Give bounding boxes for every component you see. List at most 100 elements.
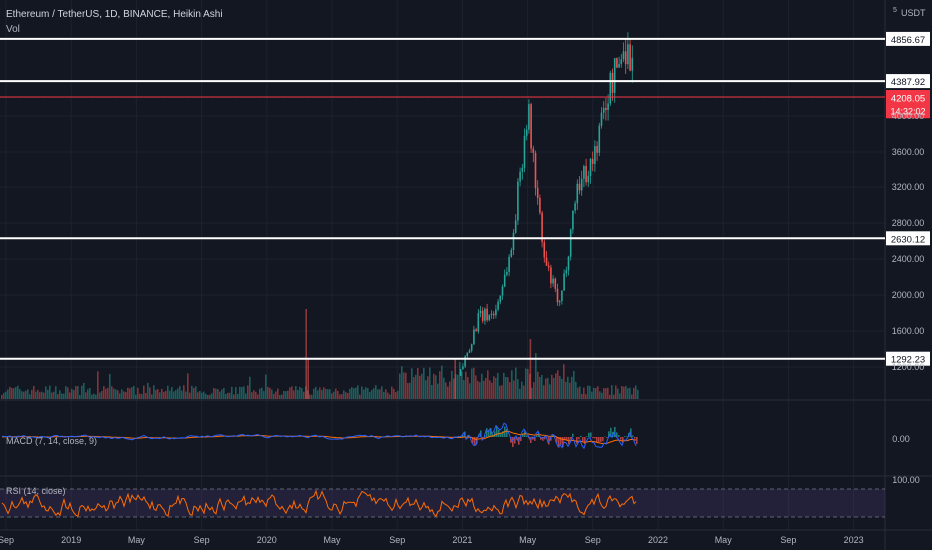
price-candle	[514, 220, 517, 233]
macd-histogram-bar	[576, 437, 578, 444]
price-candle	[611, 72, 614, 93]
volume-legend[interactable]: Vol	[6, 24, 20, 35]
volume-bar	[213, 388, 215, 399]
volume-bar	[219, 391, 221, 399]
volume-bar	[63, 393, 65, 399]
volume-bar	[545, 378, 547, 399]
volume-bar	[417, 367, 419, 399]
price-candle	[600, 112, 603, 126]
macd-histogram-bar	[536, 435, 538, 437]
currency-label[interactable]: USDT	[901, 8, 926, 18]
volume-bar	[335, 388, 337, 399]
volume-bar	[279, 394, 281, 399]
price-candle	[583, 166, 585, 179]
volume-bar	[325, 388, 327, 399]
volume-bar	[257, 394, 259, 399]
price-candle	[609, 72, 612, 104]
volume-bar	[249, 376, 251, 399]
horizontal-levels[interactable]: 4856.674387.924211.132630.121292.234208.…	[0, 31, 930, 366]
price-candle	[607, 103, 609, 111]
price-candle	[613, 58, 616, 93]
price-candle	[466, 352, 469, 357]
volume-bars	[1, 309, 639, 399]
volume-bar	[271, 389, 273, 399]
countdown-label: 14:32:02	[890, 106, 925, 116]
volume-bar	[463, 380, 465, 399]
volume-bar	[419, 375, 421, 399]
volume-bar	[467, 377, 469, 399]
volume-bar	[17, 385, 19, 399]
y-tick-label: 1200.00	[892, 362, 925, 372]
volume-bar	[631, 394, 633, 399]
price-candle	[475, 329, 477, 332]
x-tick-label: May	[323, 535, 341, 545]
price-candle	[497, 301, 499, 310]
volume-bar	[487, 370, 489, 399]
macd-histogram-bar	[570, 437, 572, 440]
volume-bar	[597, 386, 599, 399]
volume-bar	[217, 389, 219, 399]
price-candle	[499, 295, 502, 302]
macd-legend[interactable]: MACD (7, 14, close, 9)	[6, 436, 97, 446]
volume-bar	[105, 388, 107, 399]
macd-tick-label: 0.00	[892, 434, 910, 444]
price-candle	[530, 104, 532, 149]
volume-bar	[459, 361, 461, 399]
price-candle	[534, 152, 537, 189]
volume-bar	[265, 374, 267, 399]
volume-bar	[39, 392, 41, 399]
volume-bar	[299, 386, 301, 399]
volume-bar	[435, 375, 437, 399]
price-candle	[589, 158, 592, 176]
y-tick-label: 2400.00	[892, 254, 925, 264]
volume-bar	[205, 393, 207, 399]
volume-bar	[303, 391, 305, 399]
y-tick-label: 2000.00	[892, 290, 925, 300]
volume-bar	[505, 376, 507, 399]
macd-histogram-bar	[602, 437, 604, 442]
volume-bar	[437, 383, 439, 399]
macd-histogram-bar	[474, 437, 476, 446]
volume-bar	[319, 387, 321, 399]
volume-bar	[3, 392, 5, 399]
x-tick-label: 2020	[257, 535, 277, 545]
volume-bar	[541, 375, 543, 399]
price-candle	[510, 249, 513, 257]
macd-histogram-bar	[500, 432, 502, 437]
volume-bar	[481, 373, 483, 399]
volume-bar	[71, 388, 73, 399]
volume-bar	[353, 388, 355, 399]
volume-bar	[361, 386, 363, 399]
price-candle	[523, 135, 526, 168]
price-candle	[569, 229, 572, 257]
volume-bar	[57, 394, 59, 399]
level-price-tag	[886, 231, 930, 246]
volume-bar	[629, 387, 631, 399]
volume-bar	[347, 392, 349, 399]
volume-bar	[267, 386, 269, 399]
volume-bar	[423, 367, 425, 399]
volume-bar	[251, 392, 253, 399]
volume-bar	[573, 370, 575, 399]
symbol-title[interactable]: Ethereum / TetherUS, 1D, BINANCE, Heikin…	[6, 9, 223, 20]
volume-bar	[199, 391, 201, 399]
macd-histogram-bar	[600, 437, 602, 443]
rsi-legend[interactable]: RSI (14, close)	[6, 486, 66, 496]
volume-bar	[517, 379, 519, 399]
volume-bar	[331, 393, 333, 399]
volume-bar	[453, 378, 455, 399]
volume-bar	[619, 393, 621, 399]
level-price-label: 4387.92	[891, 77, 925, 88]
volume-bar	[119, 393, 121, 399]
price-candle	[528, 104, 530, 130]
volume-bar	[197, 392, 199, 399]
price-candle	[532, 148, 535, 153]
volume-bar	[321, 390, 323, 399]
volume-bar	[293, 390, 295, 399]
volume-bar	[191, 385, 193, 399]
macd-histogram-bar	[518, 437, 520, 445]
volume-bar	[611, 385, 613, 399]
volume-bar	[591, 391, 593, 399]
volume-bar	[399, 373, 401, 399]
